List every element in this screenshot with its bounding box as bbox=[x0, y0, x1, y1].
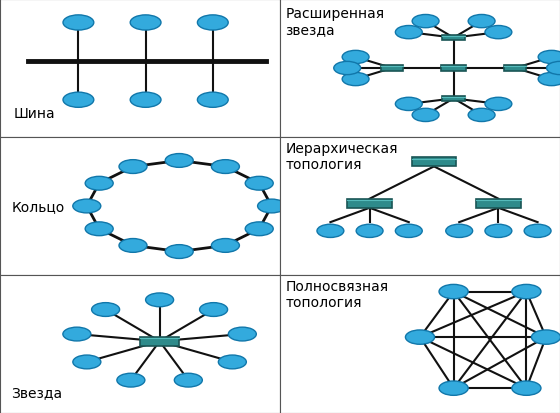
Circle shape bbox=[130, 93, 161, 108]
FancyBboxPatch shape bbox=[381, 66, 403, 71]
Circle shape bbox=[512, 381, 541, 395]
Text: Шина: Шина bbox=[14, 107, 55, 121]
Circle shape bbox=[485, 225, 512, 238]
Circle shape bbox=[485, 98, 512, 111]
Text: Расширенная
звезда: Расширенная звезда bbox=[286, 7, 385, 37]
Circle shape bbox=[334, 62, 361, 76]
Circle shape bbox=[85, 222, 113, 236]
FancyBboxPatch shape bbox=[412, 158, 456, 167]
Text: Кольцо: Кольцо bbox=[11, 199, 64, 214]
Circle shape bbox=[165, 154, 193, 168]
Circle shape bbox=[63, 93, 94, 108]
Circle shape bbox=[119, 239, 147, 253]
Circle shape bbox=[92, 303, 120, 317]
Circle shape bbox=[468, 15, 495, 28]
Circle shape bbox=[512, 285, 541, 299]
Circle shape bbox=[119, 160, 147, 174]
FancyBboxPatch shape bbox=[347, 199, 392, 208]
Circle shape bbox=[211, 239, 239, 253]
Circle shape bbox=[245, 222, 273, 236]
Circle shape bbox=[85, 177, 113, 191]
Circle shape bbox=[439, 381, 468, 395]
Circle shape bbox=[395, 26, 422, 40]
Circle shape bbox=[405, 330, 435, 344]
Circle shape bbox=[412, 15, 439, 28]
Circle shape bbox=[412, 109, 439, 122]
Circle shape bbox=[439, 285, 468, 299]
Circle shape bbox=[73, 355, 101, 369]
Circle shape bbox=[245, 177, 273, 191]
Circle shape bbox=[218, 355, 246, 369]
Text: Иерархическая
топология: Иерархическая топология bbox=[286, 142, 398, 172]
Circle shape bbox=[146, 293, 174, 307]
Circle shape bbox=[531, 330, 560, 344]
Circle shape bbox=[524, 225, 551, 238]
FancyBboxPatch shape bbox=[476, 199, 521, 208]
Circle shape bbox=[395, 98, 422, 111]
Circle shape bbox=[356, 225, 383, 238]
Circle shape bbox=[199, 303, 227, 317]
Circle shape bbox=[197, 93, 228, 108]
Circle shape bbox=[212, 160, 240, 174]
Circle shape bbox=[342, 51, 369, 64]
Circle shape bbox=[547, 62, 560, 76]
Circle shape bbox=[73, 199, 101, 214]
Circle shape bbox=[117, 373, 145, 387]
Circle shape bbox=[395, 225, 422, 238]
Text: Звезда: Звезда bbox=[11, 385, 62, 399]
Circle shape bbox=[342, 73, 369, 86]
Circle shape bbox=[538, 51, 560, 64]
Circle shape bbox=[258, 199, 286, 214]
Circle shape bbox=[228, 328, 256, 341]
Circle shape bbox=[468, 109, 495, 122]
FancyBboxPatch shape bbox=[441, 66, 466, 72]
Circle shape bbox=[174, 373, 202, 387]
Circle shape bbox=[446, 225, 473, 238]
Circle shape bbox=[63, 328, 91, 341]
FancyBboxPatch shape bbox=[140, 337, 179, 346]
Circle shape bbox=[63, 16, 94, 31]
Circle shape bbox=[130, 16, 161, 31]
FancyBboxPatch shape bbox=[504, 66, 526, 71]
FancyBboxPatch shape bbox=[442, 36, 465, 41]
Circle shape bbox=[485, 26, 512, 40]
FancyBboxPatch shape bbox=[442, 97, 465, 102]
Text: Полносвязная
топология: Полносвязная топология bbox=[286, 280, 389, 310]
Circle shape bbox=[538, 73, 560, 86]
Circle shape bbox=[317, 225, 344, 238]
Circle shape bbox=[165, 245, 193, 259]
Circle shape bbox=[197, 16, 228, 31]
